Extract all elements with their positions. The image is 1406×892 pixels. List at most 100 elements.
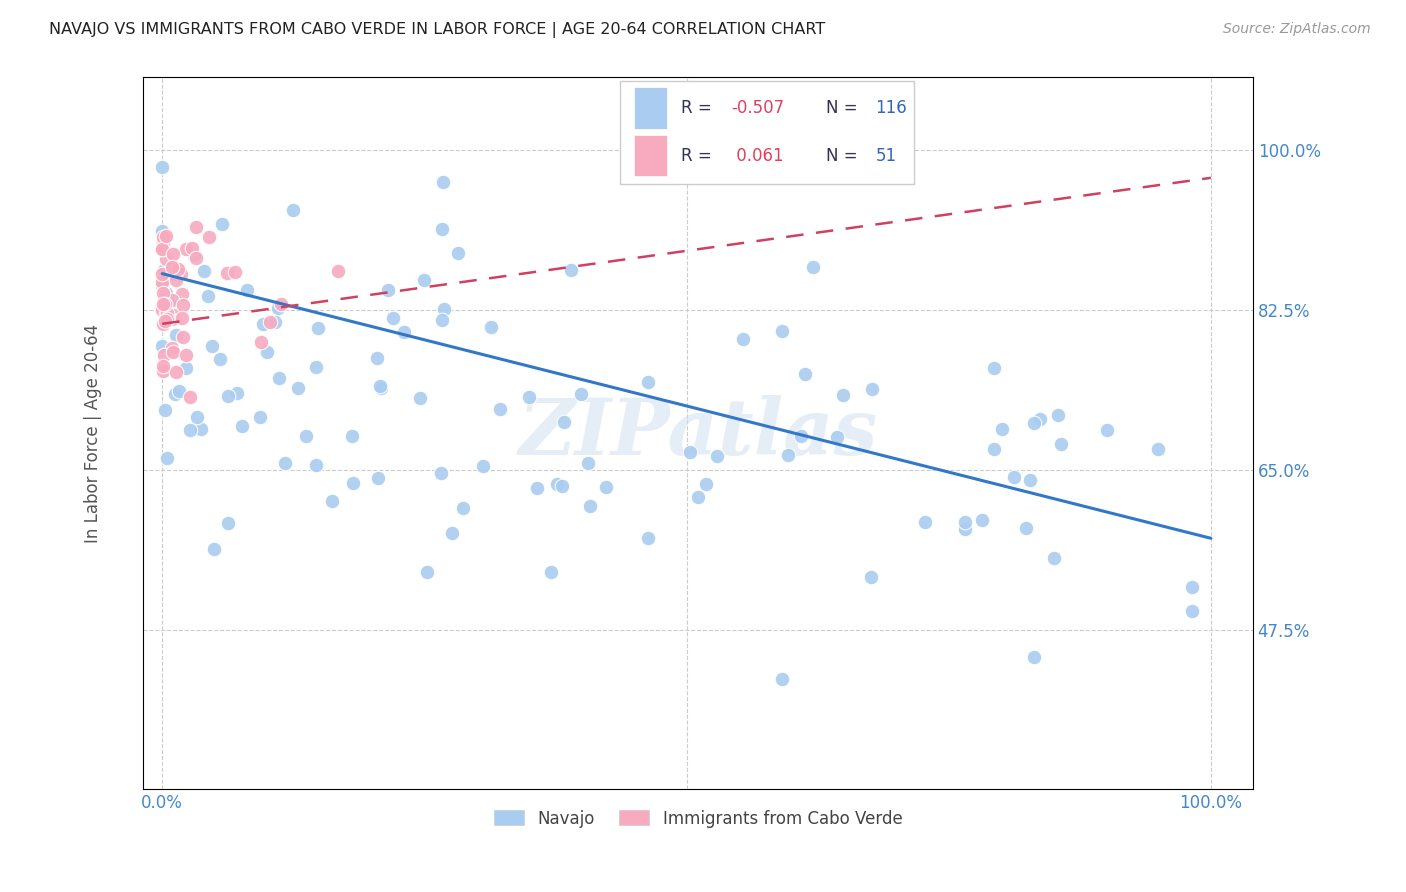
Point	[183, 248, 205, 262]
Point	[152, 235, 174, 250]
Point	[413, 273, 436, 287]
Point	[370, 381, 392, 395]
Point	[172, 310, 194, 325]
Point	[150, 273, 173, 287]
Point	[179, 390, 201, 404]
Point	[152, 359, 174, 373]
Point	[637, 531, 659, 545]
Point	[235, 283, 257, 297]
Point	[392, 325, 415, 339]
Text: Source: ZipAtlas.com: Source: ZipAtlas.com	[1223, 22, 1371, 37]
Point	[595, 479, 617, 493]
Point	[983, 361, 1005, 376]
Point	[153, 262, 176, 277]
Point	[540, 566, 562, 580]
Point	[551, 479, 574, 493]
Point	[264, 315, 287, 329]
Point	[153, 348, 176, 362]
Point	[825, 429, 848, 443]
Point	[447, 245, 470, 260]
Point	[281, 203, 304, 218]
Text: N =: N =	[825, 99, 862, 117]
Point	[688, 490, 710, 504]
Point	[150, 160, 173, 174]
Point	[526, 481, 548, 495]
Point	[150, 278, 173, 293]
Point	[860, 382, 883, 396]
Point	[193, 264, 215, 278]
Point	[202, 542, 225, 557]
Point	[181, 241, 204, 255]
Point	[1022, 650, 1045, 665]
Point	[1050, 437, 1073, 451]
Point	[160, 342, 183, 356]
Text: 0.061: 0.061	[731, 147, 785, 165]
Text: N =: N =	[825, 147, 862, 165]
Point	[832, 388, 855, 402]
Point	[152, 317, 174, 331]
Point	[166, 262, 188, 277]
Point	[172, 330, 194, 344]
Point	[328, 264, 350, 278]
Point	[162, 247, 184, 261]
Point	[991, 422, 1014, 436]
Point	[770, 672, 793, 686]
Point	[433, 302, 456, 317]
Point	[295, 428, 318, 442]
Point	[914, 515, 936, 529]
Point	[256, 345, 278, 359]
Point	[430, 313, 453, 327]
Point	[1047, 409, 1070, 423]
Point	[472, 458, 495, 473]
Point	[172, 298, 194, 312]
Point	[197, 289, 219, 303]
Point	[190, 422, 212, 436]
Point	[152, 230, 174, 244]
Point	[451, 500, 474, 515]
Text: -0.507: -0.507	[731, 99, 785, 117]
Point	[637, 375, 659, 389]
Point	[695, 476, 717, 491]
Point	[1019, 473, 1042, 487]
Point	[560, 263, 582, 277]
Point	[479, 320, 502, 334]
Point	[441, 526, 464, 541]
Point	[569, 387, 592, 401]
Point	[793, 367, 815, 381]
Point	[160, 260, 183, 274]
Point	[409, 391, 432, 405]
Point	[321, 494, 343, 508]
Point	[156, 306, 179, 320]
Point	[186, 409, 208, 424]
Point	[176, 360, 198, 375]
Point	[287, 381, 309, 395]
Point	[706, 449, 728, 463]
Point	[160, 312, 183, 326]
Point	[790, 428, 813, 442]
Text: R =: R =	[682, 99, 717, 117]
Point	[162, 345, 184, 359]
Point	[152, 286, 174, 301]
Point	[172, 286, 194, 301]
Point	[174, 243, 197, 257]
Point	[150, 242, 173, 256]
Point	[368, 379, 391, 393]
Point	[155, 229, 177, 244]
Point	[953, 515, 976, 529]
Point	[377, 283, 399, 297]
Point	[224, 265, 246, 279]
Point	[201, 339, 224, 353]
Point	[152, 301, 174, 315]
Point	[274, 456, 297, 470]
Point	[367, 471, 389, 485]
Point	[160, 293, 183, 307]
Text: ZIPatlas: ZIPatlas	[519, 395, 877, 472]
Point	[366, 351, 388, 366]
Legend: Navajo, Immigrants from Cabo Verde: Navajo, Immigrants from Cabo Verde	[486, 803, 910, 834]
Point	[153, 403, 176, 417]
Point	[217, 516, 239, 531]
Point	[165, 365, 187, 379]
Point	[150, 275, 173, 289]
Point	[955, 522, 977, 536]
Point	[267, 371, 290, 385]
